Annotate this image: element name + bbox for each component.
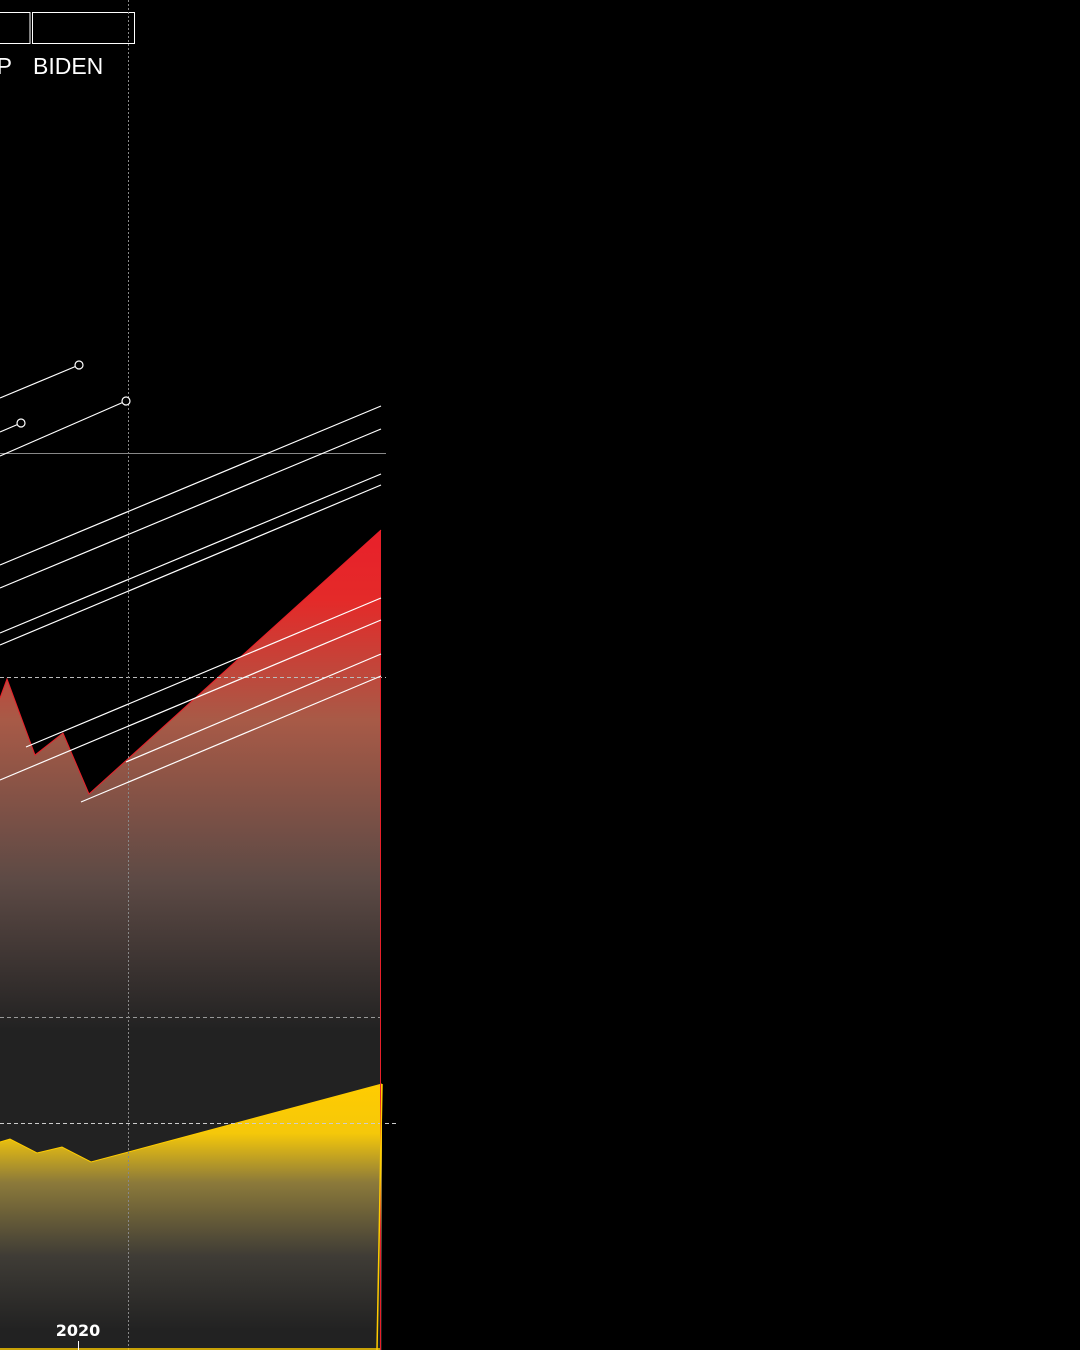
trend-line-7 [0, 484, 382, 646]
trend-line-5 [0, 428, 382, 589]
trend-line-1 [0, 364, 80, 399]
legend-box-trump [0, 12, 31, 44]
trend-line-end-marker-3 [121, 396, 131, 406]
area-series-yellow [0, 1084, 382, 1350]
legend-label-trump: TRUMP [0, 53, 12, 79]
trend-line-9 [0, 619, 382, 781]
trend-line-8 [25, 597, 382, 748]
series-line-yellow [0, 1083, 383, 1163]
trend-lines [0, 360, 382, 803]
trend-line-11 [80, 675, 382, 803]
trend-line-10 [125, 653, 382, 763]
legend-label-biden: BIDEN [33, 53, 103, 79]
legend-box-biden [32, 12, 135, 44]
series-line-red [0, 529, 382, 795]
trend-line-3 [0, 400, 127, 457]
trend-line-end-marker-2 [16, 418, 26, 428]
trend-line-4 [0, 405, 382, 566]
yellow-drop-line [376, 1083, 383, 1350]
trend-line-end-marker-1 [74, 360, 84, 370]
x-tick-label-2020: 2020 [56, 1321, 101, 1340]
trend-line-6 [0, 473, 382, 634]
